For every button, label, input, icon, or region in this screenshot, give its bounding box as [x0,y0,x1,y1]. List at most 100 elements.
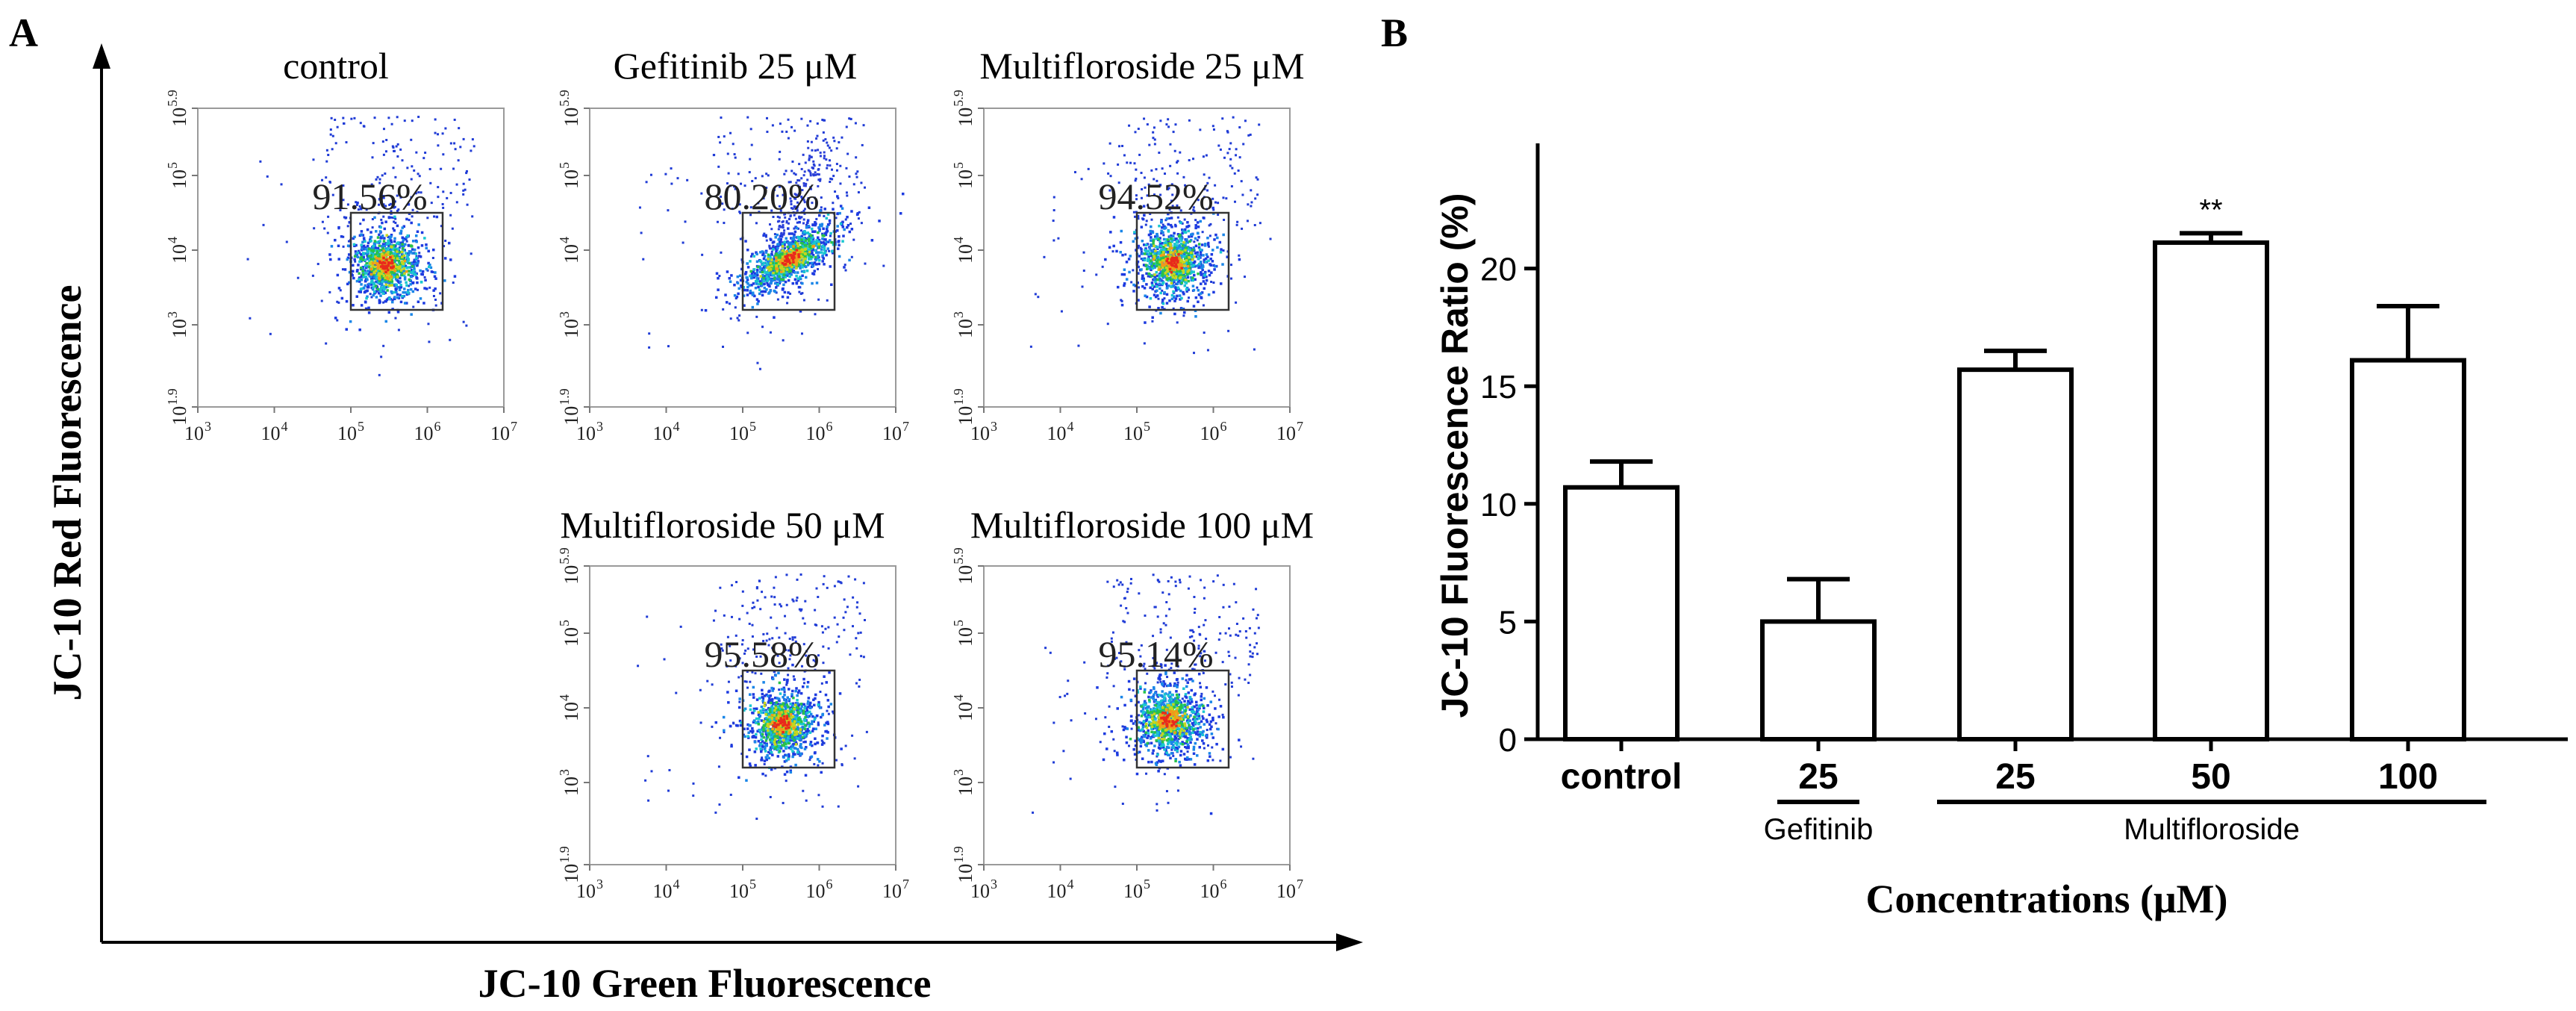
flow-dot [769,270,773,274]
flow-dot [1191,233,1194,236]
flow-dot [802,682,805,685]
flow-dot [784,276,787,279]
flow-dot [368,282,371,286]
flow-dot [1165,302,1169,305]
y-tick-label: 105 [557,162,582,189]
flow-dot [390,240,393,243]
flow-dot [850,255,853,258]
flow-dot [802,789,805,792]
flow-dot [1200,291,1204,294]
flow-dot [1221,117,1224,120]
flow-dot [419,297,422,300]
flow-dot [812,659,815,662]
flow-dot [409,266,412,269]
flow-dot [442,153,445,156]
flow-dot [411,269,414,272]
flow-dot [769,256,772,259]
flow-dot [411,271,414,274]
flow-dot [776,278,779,281]
flow-dot [783,256,787,260]
flow-dot [1176,247,1179,250]
flow-dot [730,584,733,587]
flow-dot [748,622,751,625]
flow-dot [1196,286,1199,289]
flow-dot [782,278,785,281]
flow-dot [770,252,773,256]
flow-dot [1246,220,1249,223]
flow-dot [405,270,408,273]
flow-dot [1184,231,1188,234]
flow-dot [1166,270,1170,273]
flow-dot [827,712,830,715]
flow-dot [1213,268,1216,271]
flow-dot [799,310,802,313]
flow-dot [1145,267,1149,271]
flow-dot [399,262,402,266]
flow-dot [410,178,413,181]
flow-dot [1191,253,1194,257]
flow-dot [748,762,752,765]
flow-dot [1159,254,1163,258]
flow-dot [770,281,773,284]
flow-dot [392,268,396,271]
flow-dot [419,269,422,273]
flow-dot [388,297,391,300]
x-tick-label: 107 [490,419,517,444]
flow-dot [416,261,419,264]
flow-dot [1178,243,1182,247]
flow-dot [799,187,802,190]
flow-dot [437,144,440,147]
flow-dot [1167,238,1170,241]
flow-dot [246,258,249,261]
flow-dot [1199,251,1203,254]
y-tick-label-exponent: 3 [951,311,966,318]
flow-dot [796,209,799,212]
flow-dot [1087,167,1090,170]
flow-dot [417,191,420,194]
flow-dot [1180,267,1183,270]
flow-dot [1167,276,1170,280]
flow-dot [787,667,790,670]
flow-dot [1143,342,1146,345]
flow-dot [411,208,414,211]
flow-dot [359,223,362,225]
flow-dot [763,275,767,278]
flow-dot [396,293,399,296]
flow-dot [363,258,367,261]
flow-dot [1200,267,1204,270]
flow-dot [810,227,814,231]
flow-dot [806,261,809,264]
flow-dot [1187,252,1191,255]
flow-dot [763,268,766,272]
flow-dot [1200,296,1203,299]
flow-dot [749,291,752,295]
flow-dot [1182,279,1185,281]
flow-dot [1137,265,1140,269]
flow-dot [1226,255,1229,258]
flow-dot [832,710,835,713]
flow-dot [714,811,717,814]
flow-dot [1133,215,1136,218]
flow-dot [817,262,821,266]
flow-dot [1073,171,1076,174]
flow-dot [743,184,746,187]
flow-dot [1188,267,1191,270]
flow-dot [385,276,389,279]
flow-dot [353,116,356,119]
y-tick-label-base: 103 [165,311,190,338]
flow-dot [321,178,324,181]
flow-dot [753,750,757,753]
flow-dot [793,256,796,259]
flow-dot [882,264,885,267]
flow-dot [1206,189,1209,192]
flow-dot [394,317,397,320]
flow-dot [789,232,792,235]
x-tick-label-exponent: 4 [281,419,288,434]
flow-dot [835,147,838,150]
flow-dot [1158,263,1161,266]
flow-dot [1134,284,1137,287]
y-tick-label-base: 103 [557,311,582,338]
flow-dot [359,290,363,293]
flow-dot [410,275,413,279]
flow-dot [809,258,813,261]
